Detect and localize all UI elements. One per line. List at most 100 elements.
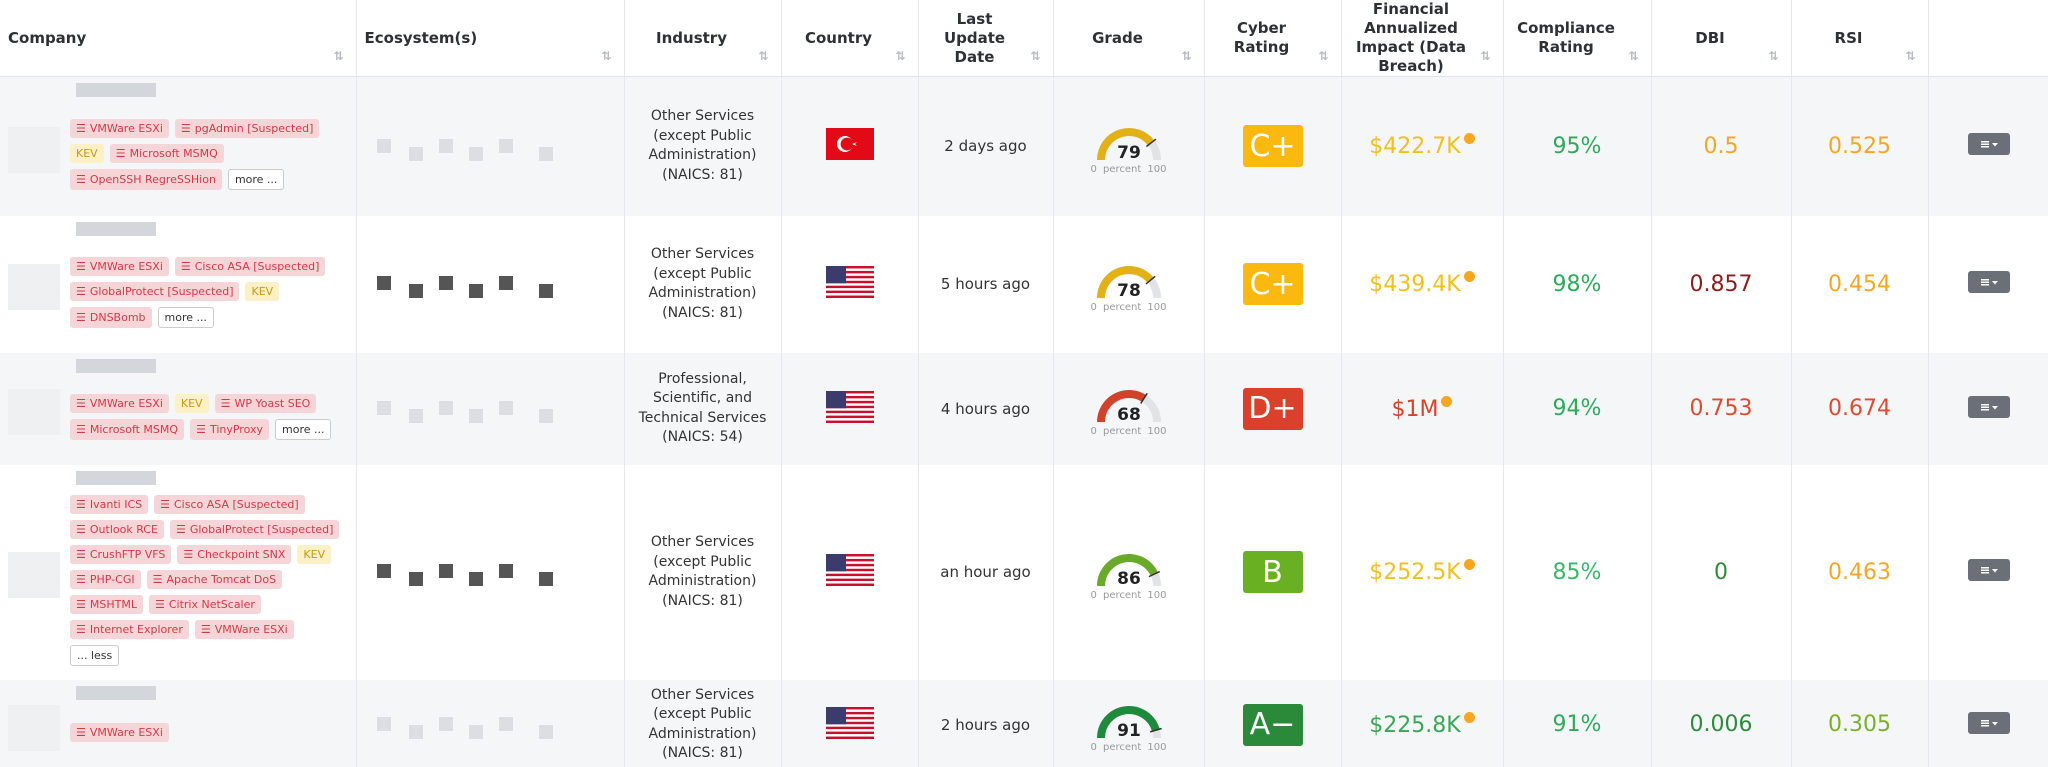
- dbi-value: 0.857: [1689, 271, 1753, 297]
- actions-button[interactable]: [1967, 271, 2010, 293]
- flag-stripe: [825, 405, 874, 408]
- actions-button[interactable]: [1967, 559, 2010, 581]
- tag-icon: ☰: [76, 172, 86, 186]
- dbi-cell: 0.006: [1651, 679, 1792, 767]
- cyber-rating-badge: D+: [1242, 387, 1303, 430]
- toggle-tags-button[interactable]: more ...: [275, 418, 332, 440]
- country-cell: [781, 76, 919, 216]
- gauge-max: 100: [1147, 742, 1167, 753]
- ecosystem-logo: [438, 400, 453, 415]
- sort-icon[interactable]: ⇅: [1030, 49, 1041, 63]
- grade-value: 79: [1117, 143, 1141, 163]
- gauge-fill: [1096, 553, 1158, 586]
- toggle-tags-button[interactable]: more ...: [157, 306, 215, 328]
- ecosystem-logo: [438, 564, 453, 578]
- actions-icon: [1980, 567, 1998, 574]
- flag-stripe: [825, 283, 874, 286]
- sort-icon[interactable]: ⇅: [1480, 49, 1491, 63]
- tag-label: Outlook RCE: [89, 522, 158, 536]
- sort-icon[interactable]: ⇅: [1181, 49, 1192, 63]
- info-icon[interactable]: [1441, 395, 1453, 407]
- actions-button[interactable]: [1967, 395, 2010, 418]
- vulnerability-tag: ☰ GlobalProtect [Suspected]: [70, 281, 240, 301]
- info-icon[interactable]: [1463, 559, 1475, 570]
- sort-icon[interactable]: ⇅: [1768, 49, 1779, 63]
- tag-label: WP Yoast SEO: [234, 396, 311, 410]
- tag-label: VMWare ESXi: [89, 396, 163, 410]
- sort-icon[interactable]: ⇅: [895, 49, 906, 63]
- flag-stripe: [825, 556, 874, 560]
- tag-label: CrushFTP VFS: [89, 547, 166, 561]
- tag-list: ☰ VMWare ESXi: [70, 701, 340, 748]
- flag-stripe: [825, 578, 874, 582]
- flag-stripe: [825, 420, 874, 423]
- compliance-rating: 91%: [1552, 712, 1602, 737]
- info-icon[interactable]: [1463, 711, 1475, 723]
- flag-stripe: [825, 290, 874, 294]
- gauge-max: 100: [1147, 589, 1167, 601]
- sort-icon[interactable]: ⇅: [1905, 49, 1916, 63]
- rsi-cell: 0.305: [1791, 679, 1929, 767]
- flag-stripe: [825, 576, 874, 579]
- sort-icon[interactable]: ⇅: [1628, 49, 1639, 63]
- actions-cell: [1928, 76, 2048, 216]
- info-icon[interactable]: [1463, 271, 1475, 282]
- toggle-tags-button[interactable]: more ...: [227, 168, 285, 190]
- sort-icon[interactable]: ⇅: [1318, 49, 1329, 63]
- vulnerability-tag: ☰ Apache Tomcat DoS: [146, 569, 283, 589]
- flag-stripe: [825, 390, 874, 394]
- tag-list: ☰ VMWare ESXi ☰ pgAdmin [Suspected] KEV ☰ Micr…: [70, 97, 340, 196]
- tag-label: OpenSSH RegreSSHion: [89, 172, 216, 186]
- ecosystem-logo: [498, 400, 513, 415]
- info-icon[interactable]: [1463, 133, 1475, 145]
- financial-cell: $439.4K: [1341, 215, 1504, 353]
- grade-cell: 79 0 percent 100: [1053, 76, 1205, 216]
- company-name: [76, 685, 156, 700]
- flag-stripe: [825, 402, 874, 406]
- toggle-tags-button[interactable]: ... less: [70, 644, 120, 666]
- tag-icon: ☰: [76, 284, 86, 298]
- column-header: Country ⇅: [781, 0, 919, 77]
- gauge-unit: percent: [1102, 426, 1142, 437]
- sort-icon[interactable]: ⇅: [758, 49, 769, 63]
- column-header: Industry ⇅: [624, 0, 782, 77]
- rsi-value: 0.525: [1828, 133, 1891, 159]
- tag-label: TinyProxy: [209, 422, 263, 436]
- compliance-cell: 91%: [1503, 679, 1652, 767]
- flag-stripe: [825, 410, 874, 413]
- company-cell: ☰ VMWare ESXi ☰ Cisco ASA [Suspected] ☰ Globa…: [0, 215, 357, 353]
- last-update-cell: 2 days ago: [918, 76, 1054, 216]
- tag-icon: ☰: [196, 422, 206, 436]
- cyber-rating-cell: A−: [1204, 679, 1342, 767]
- flag-stripe: [825, 392, 874, 396]
- sort-icon[interactable]: ⇅: [333, 49, 344, 63]
- last-update-cell: 4 hours ago: [918, 352, 1054, 465]
- financial-impact: $422.7K: [1369, 134, 1461, 160]
- vulnerability-tag: ☰ VMWare ESXi: [194, 619, 294, 639]
- vulnerability-tag: ☰ OpenSSH RegreSSHion: [70, 168, 222, 190]
- gauge-unit: percent: [1102, 589, 1142, 601]
- column-title: Last Update Date: [943, 9, 1006, 66]
- column-header: Financial Annualized Impact (Data Breach…: [1341, 0, 1504, 77]
- column-header: Ecosystem(s) ⇅: [356, 0, 625, 77]
- financial-impact: $252.5K: [1369, 560, 1461, 585]
- ecosystem-logo: [538, 572, 553, 586]
- cyber-rating-cell: D+: [1204, 352, 1342, 465]
- ecosystem-logo: [376, 400, 391, 415]
- sort-icon[interactable]: ⇅: [601, 49, 612, 63]
- flag-stripe: [825, 395, 874, 399]
- flag-canton: [825, 390, 846, 408]
- actions-button[interactable]: [1967, 133, 2010, 156]
- flag-stripe: [825, 736, 874, 739]
- tag-icon: ☰: [76, 396, 86, 410]
- compliance-cell: 95%: [1503, 76, 1652, 216]
- gauge-max: 100: [1147, 301, 1167, 313]
- tag-list: ☰ Ivanti ICS ☰ Cisco ASA [Suspected] ☰ Outloo…: [70, 473, 340, 672]
- last-update-cell: an hour ago: [918, 464, 1054, 680]
- flag-stripe: [825, 728, 874, 732]
- flag-stripe: [825, 417, 874, 421]
- dbi-value: 0.753: [1689, 396, 1753, 421]
- tag-icon: ☰: [76, 121, 86, 135]
- actions-button[interactable]: [1967, 711, 2010, 734]
